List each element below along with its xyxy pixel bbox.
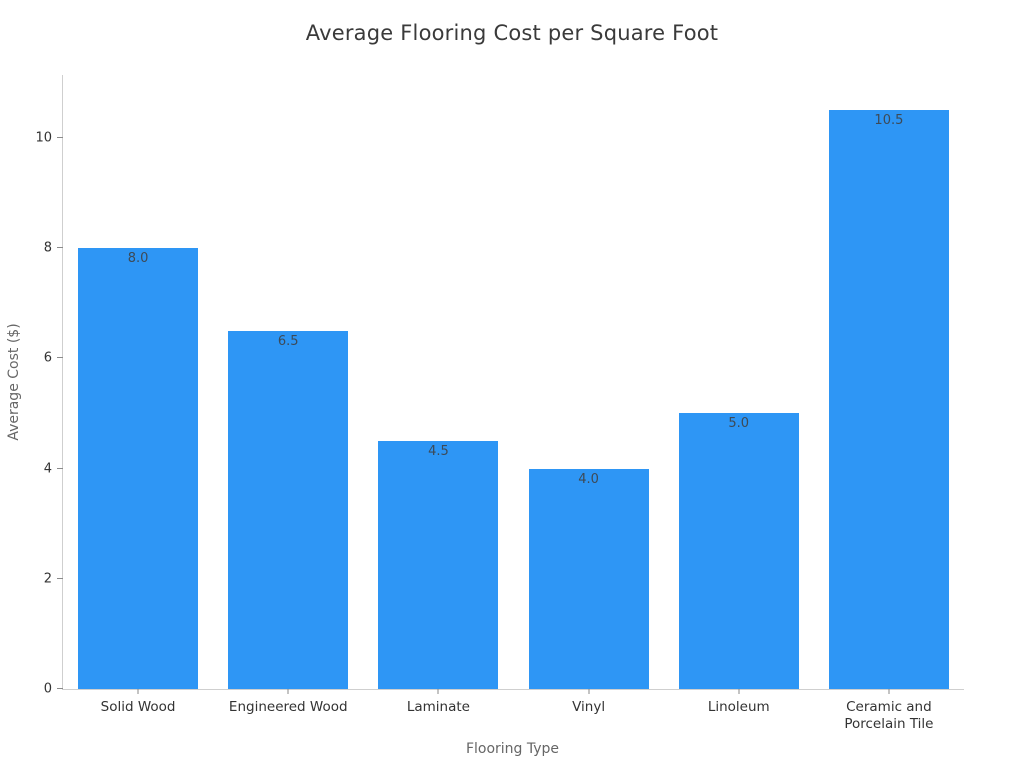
chart-title: Average Flooring Cost per Square Foot <box>305 21 719 45</box>
y-axis-title: Average Cost ($) <box>6 323 22 441</box>
y-tick <box>57 136 63 138</box>
x-tick <box>888 689 890 694</box>
bar: 10.5 <box>828 110 949 689</box>
y-tick-label: 8 <box>43 240 52 256</box>
x-tick-label: Vinyl <box>572 699 606 715</box>
bar: 4.0 <box>528 468 649 689</box>
x-tick-label: Engineered Wood <box>228 699 348 715</box>
y-tick-label: 0 <box>43 681 52 697</box>
bar: 4.5 <box>378 440 499 689</box>
x-axis-title: Flooring Type <box>465 741 560 757</box>
bar: 8.0 <box>78 248 199 689</box>
y-tick <box>57 577 63 579</box>
bar: 6.5 <box>228 330 349 689</box>
y-tick <box>57 688 63 689</box>
y-tick <box>57 357 63 359</box>
bar-value-label: 4.5 <box>428 443 449 459</box>
x-tick <box>287 689 289 694</box>
bar-value-label: 4.0 <box>578 471 599 487</box>
x-tick <box>437 689 439 694</box>
bar-value-label: 6.5 <box>277 333 299 349</box>
x-tick-label: Laminate <box>406 699 470 715</box>
x-tick-label: Linoleum <box>707 699 770 715</box>
x-tick <box>738 689 740 694</box>
bar: 5.0 <box>678 413 799 689</box>
y-tick <box>57 467 63 469</box>
y-tick-label: 6 <box>43 350 52 366</box>
x-tick <box>137 689 139 694</box>
y-tick <box>57 247 63 249</box>
y-tick-label: 10 <box>35 130 52 146</box>
y-tick-label: 2 <box>43 571 52 587</box>
x-tick-label: Solid Wood <box>100 699 176 715</box>
bar-value-label: 10.5 <box>874 113 904 129</box>
y-tick-label: 4 <box>43 461 52 477</box>
plot-area: 0 2 4 6 8 10 8.0 Solid Wood 6.5 Engineered Wood 4.… <box>35 75 964 732</box>
bar-value-label: 8.0 <box>127 251 149 267</box>
x-tick-label: Ceramic and Porcelain Tile <box>844 699 934 732</box>
bar-value-label: 5.0 <box>728 416 750 432</box>
x-tick <box>588 689 590 694</box>
